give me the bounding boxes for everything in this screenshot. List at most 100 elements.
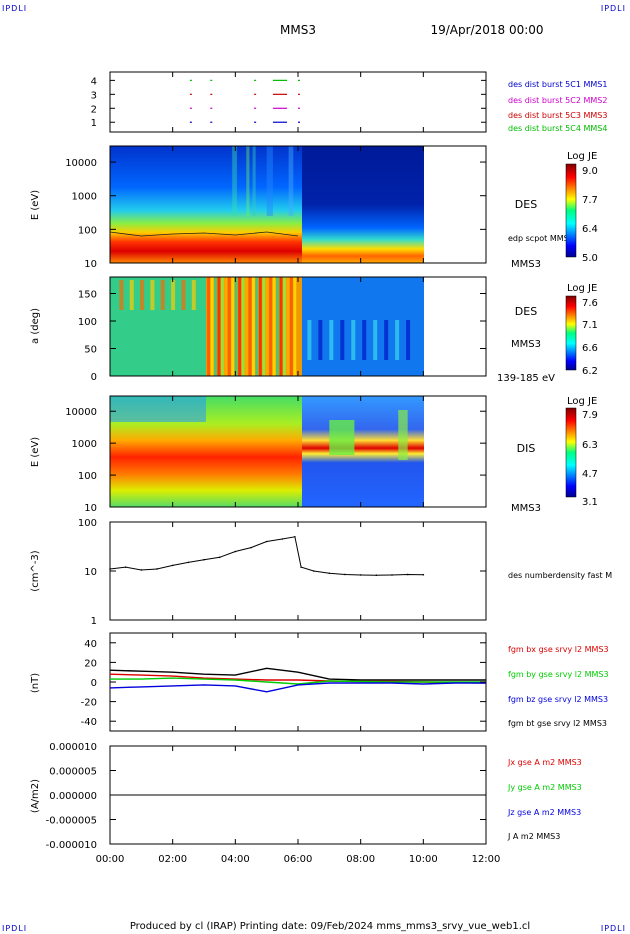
des-pitch-ytick-label: 50 xyxy=(84,345,97,356)
des-pitch-stripe xyxy=(255,277,259,376)
des-energy-ytick-label: 10000 xyxy=(65,158,97,169)
des-energy-cb-tick: 9.0 xyxy=(582,166,598,177)
des-pitch-stripe xyxy=(220,277,224,376)
magnetic-field-series-line xyxy=(109,667,486,681)
panel-burst-frame xyxy=(109,71,487,133)
density-point xyxy=(234,550,237,553)
time-tick-label: 02:00 xyxy=(158,854,187,865)
des-pitch-ytick-label: 150 xyxy=(78,290,97,301)
des-energy-sub: MMS3 xyxy=(511,259,541,270)
des-pitch-stripe xyxy=(351,320,356,360)
density-point xyxy=(250,546,252,549)
dis-energy-ytick-label: 1000 xyxy=(72,439,97,450)
des-pitch-stripe xyxy=(248,277,252,376)
des-pitch-stripe xyxy=(210,277,214,376)
legend-mms3: des dist burst 5C3 MMS3 xyxy=(508,111,607,120)
legend-mms2: des dist burst 5C2 MMS2 xyxy=(508,96,607,105)
des-energy-ytick-label: 1000 xyxy=(72,192,97,203)
dis-energy-ytick-label: 10000 xyxy=(65,407,97,418)
density-point xyxy=(300,566,302,568)
des-pitch-stripe xyxy=(272,277,276,376)
time-tick-label: 08:00 xyxy=(346,854,375,865)
des-pitch-stripe xyxy=(160,280,165,310)
dis-energy-cb-tick: 3.1 xyxy=(582,497,598,508)
corner-label-bottom-left: IPDLI xyxy=(2,924,28,933)
des-energy-colorbar-title: Log JE xyxy=(567,151,597,162)
des-energy-cb-tick: 5.0 xyxy=(582,253,598,264)
des-pitch-stripe xyxy=(227,277,231,376)
dis-energy-blob xyxy=(398,410,408,460)
des-pitch-stripe xyxy=(258,277,262,376)
density-point xyxy=(171,564,174,567)
current-density-ytick-label: 0.000000 xyxy=(49,791,97,802)
des-energy-colorbar xyxy=(565,163,577,258)
density-point xyxy=(140,569,143,571)
time-tick-label: 04:00 xyxy=(221,854,250,865)
dis-energy-colorbar xyxy=(565,407,577,498)
density-ytick-label: 10 xyxy=(84,567,97,578)
density-point xyxy=(406,573,409,576)
density-point xyxy=(344,573,346,576)
des-pitch-colorbar-title: Log JE xyxy=(567,283,597,294)
des-pitch-stripe xyxy=(340,320,345,360)
scpot-trace xyxy=(109,231,299,237)
jx-legend: Jx gse A m2 MMS3 xyxy=(507,758,582,767)
density-point xyxy=(312,570,315,572)
des-energy-stripe xyxy=(288,146,294,216)
j-legend: J A m2 MMS3 xyxy=(507,832,560,841)
des-pitch-stripe xyxy=(265,277,269,376)
des-pitch-stripe xyxy=(276,277,280,376)
density-point xyxy=(156,568,158,570)
dis-energy-ytick-label: 10 xyxy=(84,503,97,514)
des-pitch-stripe xyxy=(373,320,378,360)
density-point xyxy=(359,574,362,576)
density-point xyxy=(391,574,393,576)
time-axis: 00:00 02:00 04:00 06:00 08:00 10:00 12:00 xyxy=(96,72,500,865)
density-legend: des numberdensity fast M xyxy=(508,571,612,580)
des-pitch-stripe xyxy=(329,320,334,360)
des-pitch-stripe xyxy=(269,277,273,376)
spacecraft-title: MMS3 xyxy=(280,23,316,37)
des-pitch-stripe xyxy=(214,277,218,376)
des-pitch-label: DES xyxy=(515,305,537,318)
density-point xyxy=(375,574,378,577)
by-legend: fgm by gse srvy l2 MMS3 xyxy=(508,670,609,679)
magnetic-field-ytick-label: 20 xyxy=(84,658,97,669)
des-pitch-energy-range: 139-185 eV xyxy=(497,373,555,384)
current-density-ytick-label: -0.000005 xyxy=(46,816,97,827)
dis-energy-upper-band xyxy=(110,396,206,422)
des-pitch-stripe xyxy=(241,277,245,376)
des-energy-stripe xyxy=(252,146,256,216)
dis-energy-cb-tick: 4.7 xyxy=(582,469,598,480)
panel-des-energy: 10000 1000 100 10 E (eV) DES MMS3 edp scpot… xyxy=(30,145,598,270)
time-tick-label: 10:00 xyxy=(409,854,438,865)
burst-ytick-label: 3 xyxy=(91,90,97,101)
des-pitch-cb-tick: 7.1 xyxy=(582,320,598,331)
des-energy-spectrogram-late xyxy=(302,146,424,263)
des-energy-stripe xyxy=(232,146,237,216)
des-pitch-stripe xyxy=(238,277,242,376)
panel-current-density: 0.000010 0.000005 0.000000 -0.000005 -0.0000… xyxy=(30,742,582,851)
magnetic-field-ytick-label: -40 xyxy=(81,717,97,728)
density-point xyxy=(422,573,425,576)
burst-ytick-label: 4 xyxy=(91,76,97,87)
des-pitch-stripe xyxy=(217,277,221,376)
dis-energy-sub: MMS3 xyxy=(511,503,541,514)
time-tick-label: 06:00 xyxy=(284,854,313,865)
density-ylabel: (cm^-3) xyxy=(30,550,41,591)
jy-legend: Jy gse A m2 MMS3 xyxy=(507,783,582,792)
plot-date: 19/Apr/2018 00:00 xyxy=(430,23,543,37)
des-pitch-stripe xyxy=(231,277,235,376)
des-pitch-stripe xyxy=(282,277,286,376)
des-energy-ylabel: E (eV) xyxy=(30,190,41,220)
des-pitch-stripe xyxy=(224,277,228,376)
dis-energy-ylabel: E (eV) xyxy=(30,437,41,467)
burst-ytick-label: 1 xyxy=(91,118,97,129)
des-pitch-stripe xyxy=(362,320,367,360)
des-pitch-stripe xyxy=(293,277,297,376)
magnetic-field-series-line xyxy=(110,677,486,685)
density-ytick-label: 1 xyxy=(91,616,97,627)
des-pitch-stripe xyxy=(191,280,196,310)
des-pitch-colorbar xyxy=(565,295,577,371)
